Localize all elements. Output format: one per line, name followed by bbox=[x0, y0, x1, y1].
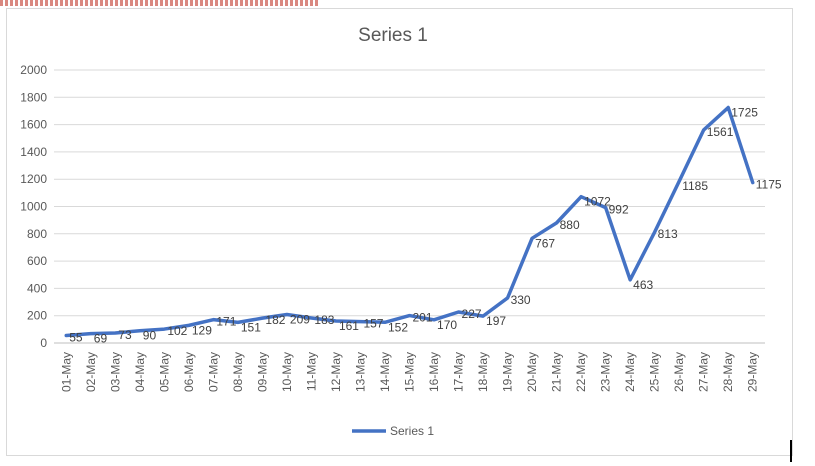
x-tick-label: 20-May bbox=[525, 352, 539, 392]
x-tick-label: 15-May bbox=[403, 352, 417, 392]
chart-frame bbox=[6, 8, 793, 456]
y-tick-label: 200 bbox=[27, 309, 47, 323]
x-tick-label: 02-May bbox=[84, 352, 98, 392]
data-label: 1561 bbox=[707, 125, 734, 139]
x-axis-ticks: 01-May 02-May 03-May 04-May 05-May 06-May 07-M… bbox=[59, 352, 759, 392]
data-label: 55 bbox=[69, 330, 83, 344]
data-label: 90 bbox=[143, 329, 157, 343]
series-lines bbox=[64, 105, 755, 338]
y-tick-label: 800 bbox=[27, 227, 47, 241]
data-label: 227 bbox=[462, 307, 482, 321]
data-label: 129 bbox=[192, 323, 212, 337]
x-tick-label: 13-May bbox=[353, 352, 367, 392]
x-tick-label: 23-May bbox=[599, 352, 613, 392]
y-tick-label: 1800 bbox=[20, 90, 47, 104]
data-label: 463 bbox=[633, 278, 653, 292]
data-label: 183 bbox=[314, 313, 334, 327]
data-label: 1185 bbox=[682, 179, 708, 193]
cursor-rule bbox=[790, 440, 792, 462]
series-line bbox=[64, 105, 755, 338]
data-label: 197 bbox=[486, 314, 506, 328]
x-tick-label: 18-May bbox=[476, 352, 490, 392]
data-labels: 55 69 73 90 102 129 171 151 182 209 183 161 157 152 20… bbox=[69, 106, 782, 346]
x-tick-label: 19-May bbox=[501, 352, 515, 392]
x-tick-label: 22-May bbox=[574, 352, 588, 392]
gridlines bbox=[54, 69, 765, 344]
data-label: 201 bbox=[413, 311, 433, 325]
y-axis-ticks: 0 200 400 600 800 1000 1200 1400 1600 1800 2000 bbox=[20, 63, 47, 350]
data-label: 992 bbox=[609, 203, 629, 217]
data-label: 171 bbox=[216, 315, 236, 329]
data-label: 880 bbox=[560, 218, 580, 232]
x-tick-label: 16-May bbox=[427, 352, 441, 392]
x-tick-label: 11-May bbox=[304, 352, 318, 391]
y-tick-label: 400 bbox=[27, 281, 47, 295]
x-tick-label: 04-May bbox=[133, 352, 147, 392]
legend: Series 1 bbox=[352, 424, 434, 438]
data-label: 1072 bbox=[584, 195, 611, 209]
x-tick-label: 14-May bbox=[378, 352, 392, 392]
x-tick-label: 10-May bbox=[280, 352, 294, 392]
data-label: 151 bbox=[241, 320, 261, 334]
x-tick-label: 21-May bbox=[550, 352, 564, 392]
data-label: 1725 bbox=[731, 106, 758, 120]
obscured-header-strip bbox=[0, 0, 320, 6]
x-tick-label: 07-May bbox=[206, 352, 220, 392]
x-tick-label: 09-May bbox=[255, 352, 269, 392]
data-label: 152 bbox=[388, 320, 408, 334]
x-tick-label: 28-May bbox=[721, 352, 735, 392]
data-label: 813 bbox=[658, 227, 678, 241]
y-tick-label: 1000 bbox=[20, 200, 47, 214]
x-tick-label: 26-May bbox=[672, 352, 686, 392]
x-tick-label: 29-May bbox=[746, 352, 760, 392]
x-tick-label: 12-May bbox=[329, 352, 343, 392]
y-tick-label: 0 bbox=[40, 336, 47, 350]
x-tick-label: 24-May bbox=[623, 352, 637, 392]
y-tick-label: 1400 bbox=[20, 145, 47, 159]
data-label: 330 bbox=[511, 293, 531, 307]
x-tick-label: 03-May bbox=[108, 352, 122, 392]
x-tick-label: 01-May bbox=[59, 352, 73, 392]
data-label: 767 bbox=[535, 236, 555, 250]
y-tick-label: 600 bbox=[27, 254, 47, 268]
y-tick-label: 2000 bbox=[20, 63, 47, 77]
y-tick-label: 1200 bbox=[20, 172, 47, 186]
data-label: 209 bbox=[290, 312, 310, 326]
data-label: 157 bbox=[363, 317, 383, 331]
data-label: 182 bbox=[265, 313, 285, 327]
data-label: 161 bbox=[339, 319, 359, 333]
data-label: 102 bbox=[167, 324, 187, 338]
y-tick-label: 1600 bbox=[20, 118, 47, 132]
data-label: 1175 bbox=[756, 178, 782, 192]
legend-label: Series 1 bbox=[390, 424, 434, 438]
x-tick-label: 08-May bbox=[231, 352, 245, 392]
x-tick-label: 27-May bbox=[697, 352, 711, 392]
chart-title: Series 1 bbox=[358, 25, 428, 46]
x-tick-label: 06-May bbox=[182, 352, 196, 392]
x-tick-label: 05-May bbox=[157, 352, 171, 392]
data-label: 73 bbox=[118, 328, 132, 342]
data-label: 69 bbox=[94, 332, 108, 346]
x-tick-label: 25-May bbox=[648, 352, 662, 392]
x-tick-label: 17-May bbox=[452, 352, 466, 392]
data-label: 170 bbox=[437, 318, 457, 332]
